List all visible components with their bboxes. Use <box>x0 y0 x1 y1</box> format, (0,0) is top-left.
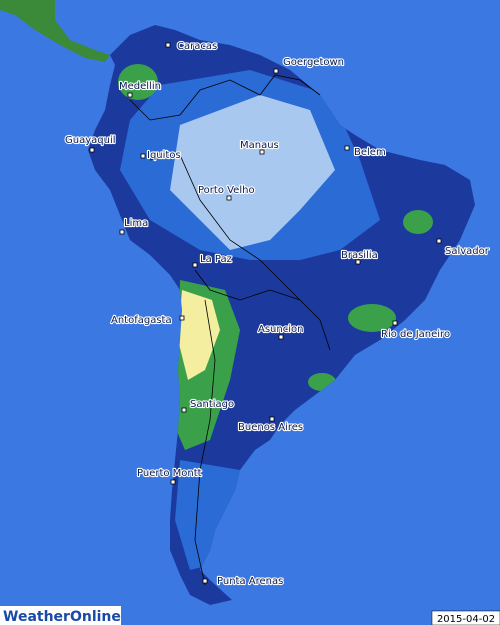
city-labels: Caracas Goergetown Medellin Guayaquil Iq… <box>64 40 491 588</box>
precip-zone <box>118 64 158 100</box>
city-markers <box>89 42 442 584</box>
logo-box <box>0 606 121 625</box>
city-label: Porto Velho <box>198 185 255 196</box>
city-label: Caracas <box>177 41 217 52</box>
city-marker <box>202 578 208 584</box>
city-marker <box>119 229 125 235</box>
city-label: Goergetown <box>283 57 344 68</box>
city-label: Asuncion <box>258 324 303 335</box>
city-marker <box>140 153 146 159</box>
city-label: Punta Arenas <box>217 576 283 587</box>
city-marker <box>392 320 398 326</box>
city-label: Guayaquil <box>65 135 116 146</box>
logo: WeatherOnline <box>3 609 121 625</box>
city-marker <box>344 145 350 151</box>
date-box <box>431 610 500 625</box>
city-marker <box>278 334 284 340</box>
city-marker <box>269 416 275 422</box>
city-marker <box>226 195 232 201</box>
city-label: Iquitos <box>147 150 181 161</box>
city-marker <box>127 92 133 98</box>
city-label: Manaus <box>240 140 279 151</box>
city-marker <box>259 149 265 155</box>
precip-zone <box>170 95 335 250</box>
borders <box>129 74 331 586</box>
city-label: Belem <box>354 147 386 158</box>
city-label: Santiago <box>190 399 234 410</box>
central-america <box>0 0 110 62</box>
city-label: Buenos Aires <box>238 422 303 433</box>
precip-zone <box>403 210 433 234</box>
city-marker <box>165 42 171 48</box>
city-label: Salvador <box>445 246 490 257</box>
city-marker <box>179 315 185 321</box>
city-marker <box>273 68 279 74</box>
city-marker <box>89 147 95 153</box>
precip-zone <box>348 304 396 332</box>
city-label: Brasilia <box>341 250 378 261</box>
date: 2015-04-02 <box>437 614 495 625</box>
city-label: Antofagasta <box>111 315 172 326</box>
city-marker <box>436 238 442 244</box>
city-marker <box>355 259 361 265</box>
city-marker <box>192 262 198 268</box>
city-marker <box>181 407 187 413</box>
city-label: Medellin <box>119 81 161 92</box>
city-marker <box>170 479 176 485</box>
precip-zone <box>178 290 220 380</box>
city-label: Puerto Montt <box>137 468 202 479</box>
city-label: Lima <box>124 218 148 229</box>
city-label: La Paz <box>200 254 232 265</box>
city-label: Rio de Janeiro <box>381 329 450 340</box>
